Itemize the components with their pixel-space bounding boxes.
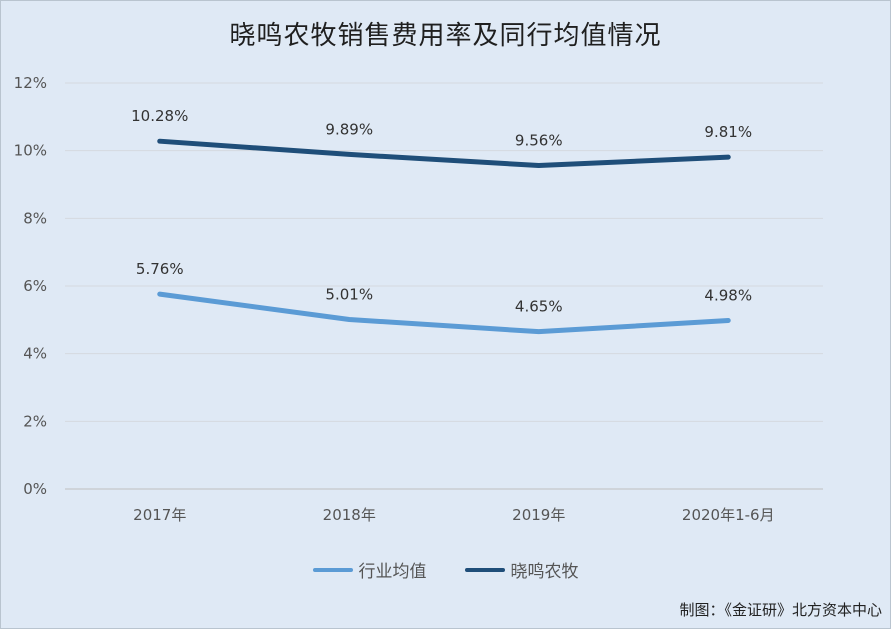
data-label: 4.65%	[515, 298, 563, 316]
x-tick-label: 2018年	[323, 506, 376, 524]
legend-label-industry: 行业均值	[358, 562, 427, 582]
data-label: 4.98%	[704, 287, 752, 305]
data-labels: 5.76% 5.01% 4.65% 4.98% 10.28% 9.89% 9.56% 9.81…	[131, 107, 752, 315]
x-tick-label: 2017年	[133, 506, 186, 524]
data-label: 5.76%	[136, 260, 184, 278]
y-tick-label: 0%	[23, 480, 47, 498]
y-tick-label: 2%	[23, 412, 47, 430]
legend-swatch-industry	[312, 567, 353, 572]
data-label: 5.01%	[325, 285, 373, 303]
y-tick-label: 8%	[23, 209, 47, 227]
y-tick-label: 6%	[23, 277, 47, 295]
gridlines	[65, 82, 823, 490]
y-axis: 0% 2% 4% 6% 8% 10% 12%	[14, 74, 47, 498]
legend-item-xiaoming: 晓鸣农牧	[464, 557, 579, 582]
y-tick-label: 12%	[14, 74, 47, 92]
source-caption: 制图：《金证研》北方资本中心	[679, 601, 882, 619]
series-lines	[157, 138, 731, 335]
legend-item-industry: 行业均值	[312, 557, 427, 582]
series-line-1	[157, 138, 731, 169]
data-label: 9.81%	[704, 123, 752, 141]
data-label: 9.89%	[325, 120, 373, 138]
chart-title: 晓鸣农牧销售费用率及同行均值情况	[229, 21, 662, 51]
y-tick-label: 10%	[14, 142, 47, 160]
x-tick-label: 2020年1-6月	[682, 506, 775, 524]
x-axis: 2017年 2018年 2019年 2020年1-6月	[133, 506, 774, 524]
y-tick-label: 4%	[23, 345, 47, 363]
legend: 行业均值 晓鸣农牧	[1, 557, 890, 582]
x-tick-label: 2019年	[512, 506, 565, 524]
series-line-0	[157, 291, 731, 335]
legend-swatch-xiaoming	[464, 567, 505, 572]
legend-label-xiaoming: 晓鸣农牧	[510, 562, 579, 582]
data-label: 9.56%	[515, 132, 563, 150]
data-label: 10.28%	[131, 107, 188, 125]
